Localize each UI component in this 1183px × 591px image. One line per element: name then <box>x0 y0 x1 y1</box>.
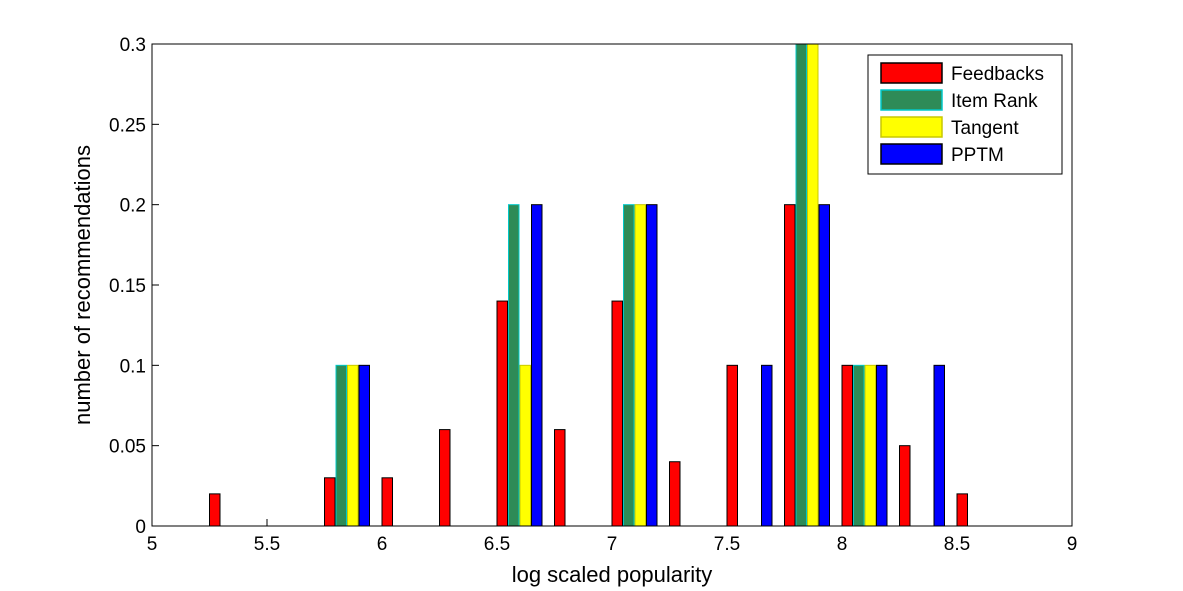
bar-item-rank-6 <box>508 204 520 527</box>
axes-layer: 5 5.5 6 6.5 7 7.5 8 8.5 9 0 0.05 0.1 0.15 0.2 0.25 0.3 <box>109 35 1077 555</box>
y-tick-label: 0.1 <box>120 356 146 377</box>
bar-feedbacks-11 <box>784 204 796 527</box>
bar-feedbacks-14 <box>956 493 968 527</box>
bar-feedbacks-13 <box>899 445 911 527</box>
bar-pptm-6 <box>531 204 543 527</box>
bar-pptm-12 <box>876 364 888 527</box>
bar-item-rank-12 <box>853 364 865 527</box>
legend-label-pptm: PPTM <box>951 145 1004 166</box>
bar-item-rank-11 <box>795 43 807 527</box>
bar-feedbacks-7 <box>554 429 566 527</box>
legend-label-feedbacks: Feedbacks <box>951 64 1044 85</box>
bar-tangent-11 <box>807 43 819 527</box>
bar-pptm-11 <box>818 204 830 527</box>
bar-tangent-6 <box>519 364 531 527</box>
x-tick-label: 7.5 <box>714 534 740 555</box>
legend-swatch-tangent <box>880 116 943 138</box>
bars-layer <box>209 43 968 527</box>
bar-feedbacks-5 <box>439 429 451 527</box>
bar-item-rank-8 <box>623 204 635 527</box>
legend-label-tangent: Tangent <box>951 118 1019 139</box>
x-tick-label: 7 <box>607 534 618 555</box>
x-tick-label: 9 <box>1067 534 1078 555</box>
bar-pptm-13 <box>933 364 945 527</box>
x-tick-label: 5.5 <box>254 534 280 555</box>
y-tick-label: 0.2 <box>120 196 146 217</box>
bar-feedbacks-3 <box>324 477 336 527</box>
bar-tangent-3 <box>347 364 359 527</box>
bar-feedbacks-4 <box>381 477 393 527</box>
bar-feedbacks-12 <box>841 364 853 527</box>
legend-label-item-rank: Item Rank <box>951 91 1038 112</box>
bar-pptm-3 <box>358 364 370 527</box>
x-tick-label: 8.5 <box>944 534 970 555</box>
bar-feedbacks-6 <box>496 300 508 527</box>
y-tick-label: 0.25 <box>109 115 146 136</box>
x-tick-label: 6.5 <box>484 534 510 555</box>
bar-pptm-10 <box>761 364 773 527</box>
x-tick-label: 5 <box>147 534 158 555</box>
y-tick-label: 0.3 <box>120 35 146 56</box>
bar-tangent-8 <box>634 204 646 527</box>
legend-swatch-item-rank <box>880 89 943 111</box>
bar-feedbacks-8 <box>611 300 623 527</box>
bar-tangent-12 <box>864 364 876 527</box>
bar-item-rank-3 <box>335 364 347 527</box>
y-tick-label: 0.15 <box>109 276 146 297</box>
y-tick-label: 0 <box>135 517 146 538</box>
y-tick-label: 0.05 <box>109 437 146 458</box>
bar-feedbacks-9 <box>669 461 681 527</box>
x-axis-label: log scaled popularity <box>512 562 713 587</box>
legend-swatch-pptm <box>880 143 943 165</box>
bar-pptm-8 <box>646 204 658 527</box>
y-axis-label: number of recommendations <box>70 145 95 425</box>
bar-feedbacks-1 <box>209 493 221 527</box>
legend-swatch-feedbacks <box>880 62 943 84</box>
bar-feedbacks-10 <box>726 364 738 527</box>
x-tick-label: 6 <box>377 534 388 555</box>
x-tick-label: 8 <box>837 534 848 555</box>
legend: Feedbacks Item Rank Tangent PPTM <box>867 54 1063 175</box>
